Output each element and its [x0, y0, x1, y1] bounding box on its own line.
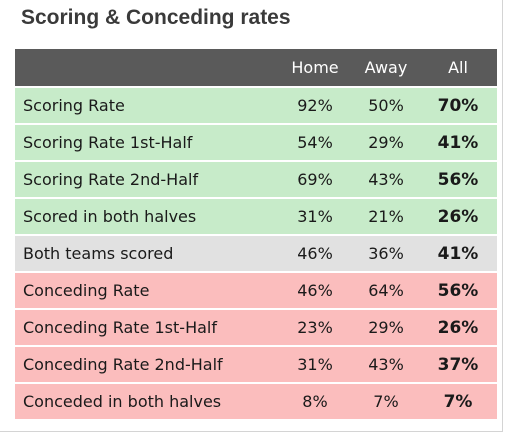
- row-home: 31%: [277, 199, 353, 236]
- table-row: Conceding Rate 1st-Half 23% 29% 26%: [15, 310, 497, 347]
- table-row: Scored in both halves 31% 21% 26%: [15, 199, 497, 236]
- row-label: Conceding Rate 2nd-Half: [15, 347, 277, 384]
- table-header-row: Home Away All: [15, 49, 497, 88]
- row-label: Scoring Rate 2nd-Half: [15, 162, 277, 199]
- row-home: 69%: [277, 162, 353, 199]
- row-away: 29%: [353, 125, 419, 162]
- row-label: Conceding Rate 1st-Half: [15, 310, 277, 347]
- table-row: Conceded in both halves 8% 7% 7%: [15, 384, 497, 419]
- header-all: All: [419, 49, 497, 88]
- row-all: 7%: [419, 384, 497, 419]
- panel-title: Scoring & Conceding rates: [21, 6, 291, 29]
- row-home: 46%: [277, 236, 353, 273]
- row-away: 36%: [353, 236, 419, 273]
- row-all: 70%: [419, 88, 497, 125]
- row-away: 29%: [353, 310, 419, 347]
- row-away: 50%: [353, 88, 419, 125]
- row-label: Conceding Rate: [15, 273, 277, 310]
- row-home: 8%: [277, 384, 353, 419]
- row-away: 64%: [353, 273, 419, 310]
- header-away: Away: [353, 49, 419, 88]
- row-label: Scoring Rate 1st-Half: [15, 125, 277, 162]
- row-away: 43%: [353, 162, 419, 199]
- row-all: 26%: [419, 199, 497, 236]
- row-all: 56%: [419, 273, 497, 310]
- row-home: 92%: [277, 88, 353, 125]
- row-away: 7%: [353, 384, 419, 419]
- table-row: Conceding Rate 46% 64% 56%: [15, 273, 497, 310]
- row-all: 56%: [419, 162, 497, 199]
- header-label: [15, 49, 277, 88]
- table-row: Scoring Rate 2nd-Half 69% 43% 56%: [15, 162, 497, 199]
- table-row: Conceding Rate 2nd-Half 31% 43% 37%: [15, 347, 497, 384]
- header-home: Home: [277, 49, 353, 88]
- table-row: Both teams scored 46% 36% 41%: [15, 236, 497, 273]
- row-label: Conceded in both halves: [15, 384, 277, 419]
- row-home: 31%: [277, 347, 353, 384]
- rates-table: Home Away All Scoring Rate 92% 50% 70% S…: [15, 49, 497, 419]
- row-away: 43%: [353, 347, 419, 384]
- row-home: 54%: [277, 125, 353, 162]
- row-label: Scoring Rate: [15, 88, 277, 125]
- row-all: 26%: [419, 310, 497, 347]
- row-label: Scored in both halves: [15, 199, 277, 236]
- row-home: 46%: [277, 273, 353, 310]
- row-all: 41%: [419, 125, 497, 162]
- row-home: 23%: [277, 310, 353, 347]
- row-away: 21%: [353, 199, 419, 236]
- table-row: Scoring Rate 92% 50% 70%: [15, 88, 497, 125]
- row-all: 41%: [419, 236, 497, 273]
- row-all: 37%: [419, 347, 497, 384]
- table-row: Scoring Rate 1st-Half 54% 29% 41%: [15, 125, 497, 162]
- row-label: Both teams scored: [15, 236, 277, 273]
